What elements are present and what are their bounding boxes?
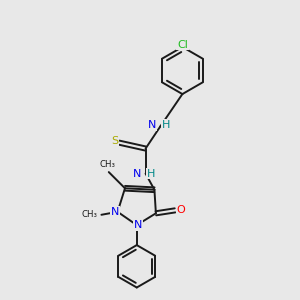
Text: N: N xyxy=(133,169,142,178)
Text: O: O xyxy=(176,206,185,215)
Text: CH₃: CH₃ xyxy=(82,210,98,219)
Text: Cl: Cl xyxy=(177,40,188,50)
Text: N: N xyxy=(134,220,142,230)
Text: H: H xyxy=(162,120,170,130)
Text: N: N xyxy=(148,120,156,130)
Text: H: H xyxy=(147,169,156,178)
Text: CH₃: CH₃ xyxy=(99,160,115,169)
Text: S: S xyxy=(111,136,118,146)
Text: N: N xyxy=(111,207,119,217)
